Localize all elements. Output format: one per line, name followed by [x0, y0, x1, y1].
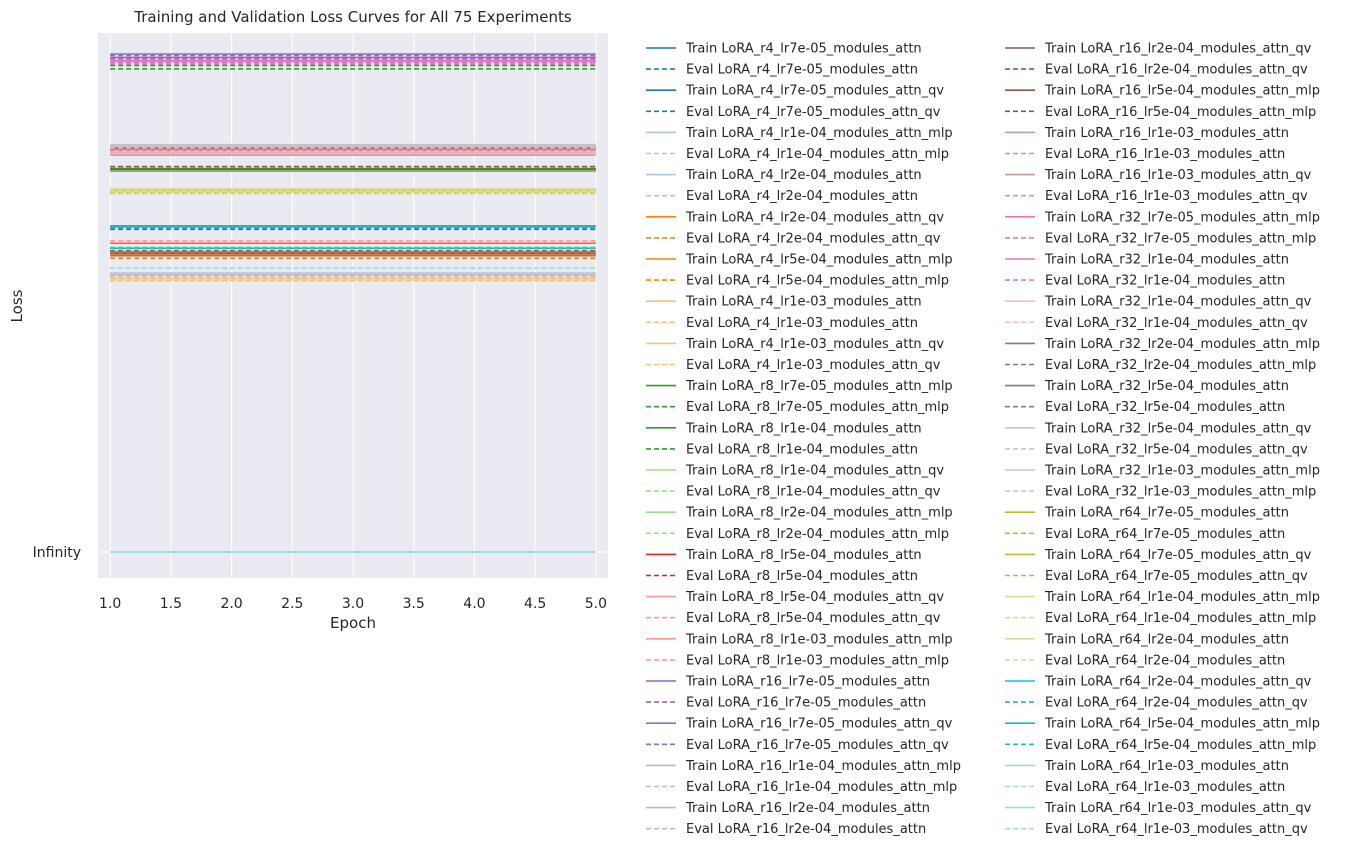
legend-entry: Eval LoRA_r16_lr7e-05_modules_attn: [686, 696, 926, 711]
legend-entry: Train LoRA_r32_lr1e-04_modules_attn: [1044, 253, 1289, 268]
legend-entry: Train LoRA_r4_lr7e-05_modules_attn: [685, 42, 922, 57]
legend-entry: Eval LoRA_r4_lr2e-04_modules_attn: [686, 189, 918, 204]
x-tick-label: 1.0: [99, 596, 121, 612]
legend-entry: Eval LoRA_r8_lr5e-04_modules_attn: [686, 569, 918, 584]
legend-entry: Eval LoRA_r64_lr1e-04_modules_attn_mlp: [1045, 611, 1316, 626]
legend-entry: Train LoRA_r4_lr1e-04_modules_attn_mlp: [685, 126, 953, 141]
legend-entry: Train LoRA_r32_lr5e-04_modules_attn_qv: [1044, 421, 1312, 436]
x-tick-label: 3.0: [342, 596, 364, 612]
legend-entry: Train LoRA_r32_lr1e-03_modules_attn_mlp: [1044, 464, 1320, 479]
legend-entry: Train LoRA_r16_lr2e-04_modules_attn: [685, 801, 930, 816]
legend-entry: Train LoRA_r32_lr7e-05_modules_attn_mlp: [1044, 210, 1320, 225]
legend-entry: Train LoRA_r16_lr1e-04_modules_attn_mlp: [685, 759, 961, 774]
legend-entry: Eval LoRA_r4_lr5e-04_modules_attn_mlp: [686, 274, 949, 289]
x-tick-label: 2.0: [220, 596, 242, 612]
legend-entry: Eval LoRA_r32_lr7e-05_modules_attn_mlp: [1045, 231, 1316, 246]
legend-entry: Train LoRA_r4_lr5e-04_modules_attn_mlp: [685, 253, 953, 268]
legend-entry: Train LoRA_r64_lr7e-05_modules_attn_qv: [1044, 548, 1312, 563]
legend-entry: Eval LoRA_r16_lr2e-04_modules_attn: [686, 822, 926, 837]
legend-entry: Eval LoRA_r64_lr7e-05_modules_attn_qv: [1045, 569, 1308, 584]
legend-entry: Train LoRA_r16_lr1e-03_modules_attn: [1044, 126, 1289, 141]
legend-entry: Train LoRA_r64_lr5e-04_modules_attn_mlp: [1044, 717, 1320, 732]
legend-entry: Train LoRA_r16_lr1e-03_modules_attn_qv: [1044, 168, 1312, 183]
legend-entry: Eval LoRA_r8_lr7e-05_modules_attn_mlp: [686, 400, 949, 415]
legend-entry: Train LoRA_r32_lr1e-04_modules_attn_qv: [1044, 295, 1312, 310]
series-lines: [110, 53, 596, 553]
legend-entry: Train LoRA_r32_lr5e-04_modules_attn: [1044, 379, 1289, 394]
legend-entry: Train LoRA_r16_lr7e-05_modules_attn: [685, 675, 930, 690]
legend-entry: Train LoRA_r4_lr2e-04_modules_attn: [685, 168, 922, 183]
legend-entry: Eval LoRA_r64_lr1e-03_modules_attn_qv: [1045, 822, 1308, 837]
legend-entry: Train LoRA_r4_lr7e-05_modules_attn_qv: [685, 84, 944, 99]
legend-entry: Train LoRA_r64_lr2e-04_modules_attn_qv: [1044, 675, 1312, 690]
legend-entry: Eval LoRA_r4_lr7e-05_modules_attn_qv: [686, 105, 941, 120]
legend-entry: Train LoRA_r64_lr1e-03_modules_attn_qv: [1044, 801, 1312, 816]
legend-entry: Eval LoRA_r32_lr2e-04_modules_attn_mlp: [1045, 358, 1316, 373]
y-axis-ticks: Infinity: [33, 545, 81, 561]
legend-entry: Eval LoRA_r16_lr5e-04_modules_attn_mlp: [1045, 105, 1316, 120]
y-tick-label: Infinity: [33, 545, 81, 561]
x-tick-label: 5.0: [585, 596, 607, 612]
legend-entry: Train LoRA_r16_lr7e-05_modules_attn_qv: [685, 717, 953, 732]
chart-title: Training and Validation Loss Curves for …: [133, 8, 572, 26]
legend-entry: Eval LoRA_r4_lr1e-04_modules_attn_mlp: [686, 147, 949, 162]
legend-entry: Train LoRA_r64_lr7e-05_modules_attn: [1044, 506, 1289, 521]
legend-entry: Eval LoRA_r4_lr2e-04_modules_attn_qv: [686, 231, 941, 246]
legend-entry: Eval LoRA_r32_lr5e-04_modules_attn_qv: [1045, 442, 1308, 457]
legend-entry: Eval LoRA_r8_lr1e-03_modules_attn_mlp: [686, 653, 949, 668]
legend-entry: Train LoRA_r32_lr2e-04_modules_attn_mlp: [1044, 337, 1320, 352]
legend-entry: Train LoRA_r8_lr1e-04_modules_attn: [685, 421, 922, 436]
x-tick-label: 4.5: [524, 596, 546, 612]
legend-entry: Eval LoRA_r64_lr2e-04_modules_attn: [1045, 653, 1285, 668]
legend-entry: Eval LoRA_r8_lr1e-04_modules_attn: [686, 442, 918, 457]
x-tick-label: 3.5: [403, 596, 425, 612]
legend-entry: Eval LoRA_r8_lr5e-04_modules_attn_qv: [686, 611, 941, 626]
x-axis-ticks: 1.0 1.5 2.0 2.5 3.0 3.5 4.0 4.5 5.0: [99, 596, 607, 612]
legend-entry: Train LoRA_r64_lr1e-04_modules_attn_mlp: [1044, 590, 1320, 605]
legend-entry: Eval LoRA_r32_lr1e-04_modules_attn: [1045, 274, 1285, 289]
legend-entry: Train LoRA_r8_lr5e-04_modules_attn: [685, 548, 922, 563]
x-tick-label: 1.5: [160, 596, 182, 612]
legend-entry: Eval LoRA_r8_lr1e-04_modules_attn_qv: [686, 485, 941, 500]
legend: Train LoRA_r4_lr7e-05_modules_attn Eval L…: [646, 42, 1320, 837]
legend-entry: Train LoRA_r8_lr1e-04_modules_attn_qv: [685, 464, 944, 479]
legend-entry: Train LoRA_r4_lr2e-04_modules_attn_qv: [685, 210, 944, 225]
legend-entry: Train LoRA_r8_lr5e-04_modules_attn_qv: [685, 590, 944, 605]
legend-entry: Train LoRA_r64_lr2e-04_modules_attn: [1044, 632, 1289, 647]
legend-entry: Eval LoRA_r16_lr1e-03_modules_attn_qv: [1045, 189, 1308, 204]
legend-entry: Eval LoRA_r64_lr7e-05_modules_attn: [1045, 527, 1285, 542]
legend-entry: Train LoRA_r64_lr1e-03_modules_attn: [1044, 759, 1289, 774]
legend-entry: Eval LoRA_r4_lr1e-03_modules_attn: [686, 316, 918, 331]
legend-entry: Eval LoRA_r16_lr1e-04_modules_attn_mlp: [686, 780, 957, 795]
legend-entry: Eval LoRA_r16_lr7e-05_modules_attn_qv: [686, 738, 949, 753]
legend-entry: Eval LoRA_r32_lr1e-03_modules_attn_mlp: [1045, 485, 1316, 500]
legend-entry: Train LoRA_r4_lr1e-03_modules_attn_qv: [685, 337, 944, 352]
legend-entry: Eval LoRA_r4_lr7e-05_modules_attn: [686, 63, 918, 78]
legend-entry: Eval LoRA_r4_lr1e-03_modules_attn_qv: [686, 358, 941, 373]
legend-entry: Train LoRA_r16_lr2e-04_modules_attn_qv: [1044, 42, 1312, 57]
legend-entry: Train LoRA_r4_lr1e-03_modules_attn: [685, 295, 922, 310]
y-axis-label: Loss: [8, 289, 26, 322]
legend-entry: Eval LoRA_r32_lr5e-04_modules_attn: [1045, 400, 1285, 415]
legend-entry: Eval LoRA_r16_lr2e-04_modules_attn_qv: [1045, 63, 1308, 78]
legend-entry: Eval LoRA_r32_lr1e-04_modules_attn_qv: [1045, 316, 1308, 331]
legend-entry: Train LoRA_r8_lr7e-05_modules_attn_mlp: [685, 379, 953, 394]
x-tick-label: 4.0: [463, 596, 485, 612]
legend-entry: Eval LoRA_r64_lr5e-04_modules_attn_mlp: [1045, 738, 1316, 753]
x-axis-label: Epoch: [330, 614, 376, 632]
legend-entry: Train LoRA_r16_lr5e-04_modules_attn_mlp: [1044, 84, 1320, 99]
legend-entry: Eval LoRA_r64_lr2e-04_modules_attn_qv: [1045, 696, 1308, 711]
legend-entry: Train LoRA_r8_lr2e-04_modules_attn_mlp: [685, 506, 953, 521]
legend-entry: Train LoRA_r8_lr1e-03_modules_attn_mlp: [685, 632, 953, 647]
legend-entry: Eval LoRA_r16_lr1e-03_modules_attn: [1045, 147, 1285, 162]
x-tick-label: 2.5: [281, 596, 303, 612]
legend-entry: Eval LoRA_r8_lr2e-04_modules_attn_mlp: [686, 527, 949, 542]
legend-entry: Eval LoRA_r64_lr1e-03_modules_attn: [1045, 780, 1285, 795]
